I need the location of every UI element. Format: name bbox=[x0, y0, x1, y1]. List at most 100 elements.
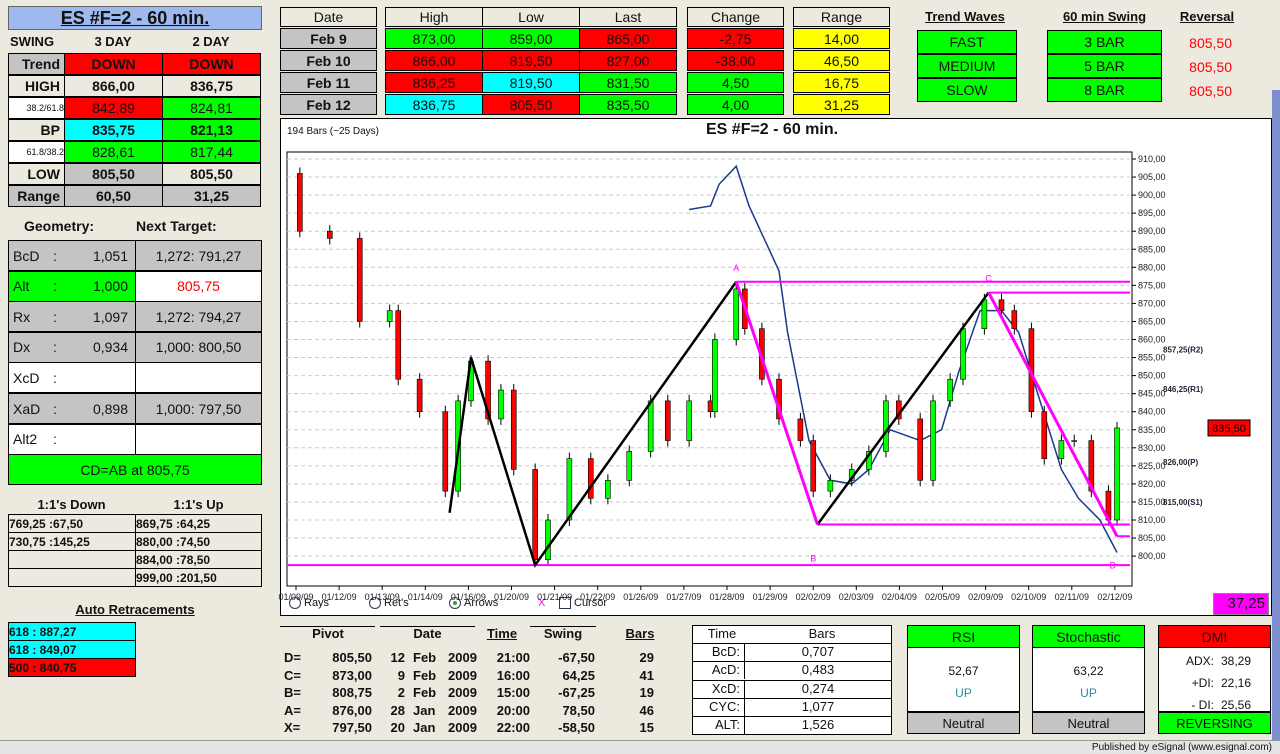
pivot-year: 2009 bbox=[448, 667, 477, 683]
price-date-cell: Feb 9 bbox=[280, 28, 377, 49]
swing-2day-value: 31,25 bbox=[162, 185, 261, 207]
header-change[interactable]: Change bbox=[687, 7, 784, 27]
swing-bar-item[interactable]: 5 BAR bbox=[1047, 54, 1162, 78]
candle bbox=[827, 479, 834, 492]
geometry-row-alt: Alt:1,000 bbox=[8, 270, 136, 302]
header-low[interactable]: Low bbox=[482, 7, 580, 27]
one-to-one-down-item: 769,25 :67,50 bbox=[8, 514, 136, 533]
pivot-swing: -58,50 bbox=[558, 720, 595, 735]
pivot-mark: C bbox=[985, 274, 992, 284]
abcd-leg-line bbox=[987, 291, 1119, 537]
cursor-option[interactable]: Cursor bbox=[559, 597, 639, 610]
rays-radio[interactable] bbox=[289, 597, 301, 610]
swing-row-label: Range bbox=[8, 185, 65, 207]
swing-row-label: LOW bbox=[8, 163, 65, 185]
geometry-target: 805,75 bbox=[135, 270, 262, 302]
x-marker[interactable]: X bbox=[538, 597, 546, 609]
col-2day-label: 2 DAY bbox=[192, 34, 230, 49]
next-target-label: Next Target: bbox=[136, 218, 217, 234]
y-tick-label: 800,00 bbox=[1138, 551, 1166, 561]
pivot-year: 2009 bbox=[448, 720, 477, 735]
time-bars-value: 0,707 bbox=[801, 644, 835, 659]
y-tick-label: 835,00 bbox=[1138, 425, 1166, 435]
stochastic-status: Neutral bbox=[1033, 711, 1144, 733]
geometry-target: 1,272: 794,27 bbox=[135, 301, 262, 333]
y-tick-label: 820,00 bbox=[1138, 479, 1166, 489]
pivot-bars: 15 bbox=[639, 720, 654, 735]
status-bar: Published by eSignal (www.esignal.com) bbox=[0, 740, 1280, 754]
swing-bar-item[interactable]: 8 BAR bbox=[1047, 78, 1162, 102]
floor-pivot-label: 815,00(S1) bbox=[1163, 498, 1203, 507]
trend-wave-item[interactable]: MEDIUM bbox=[917, 54, 1017, 78]
geometry-row-rx: Rx:1,097 bbox=[8, 301, 136, 333]
geometry-name: Dx bbox=[13, 339, 31, 356]
candle bbox=[605, 479, 611, 499]
cursor-label: Cursor bbox=[574, 597, 608, 609]
price-change-cell: -2,75 bbox=[687, 28, 784, 49]
swing-3day-value: 835,75 bbox=[64, 119, 163, 141]
60min-swing-label: 60 min Swing bbox=[1062, 9, 1147, 24]
candle bbox=[664, 400, 671, 441]
price-last-cell: 865,00 bbox=[579, 28, 677, 49]
pivot-row: X= 797,50 20 Jan 2009 22:00 -58,50 15 bbox=[280, 720, 690, 737]
price-range-cell: 16,75 bbox=[793, 72, 890, 93]
trend-wave-item[interactable]: SLOW bbox=[917, 78, 1017, 102]
rays-label: Rays bbox=[304, 597, 330, 609]
swing-3day-value: DOWN bbox=[64, 53, 163, 75]
price-last-cell: 835,50 bbox=[579, 94, 677, 115]
y-tick-label: 860,00 bbox=[1138, 335, 1166, 345]
pivot-month: Jan bbox=[413, 720, 436, 735]
pivot-time: 15:00 bbox=[496, 685, 530, 700]
rays-option[interactable]: Rays bbox=[289, 597, 359, 610]
reversal-value: 805,50 bbox=[1189, 35, 1232, 51]
candle bbox=[797, 418, 804, 441]
rets-option[interactable]: Ret's bbox=[369, 597, 439, 610]
swing-3day-value: 805,50 bbox=[64, 163, 163, 185]
arrows-option[interactable]: Arrows bbox=[449, 597, 529, 610]
price-date-cell: Feb 10 bbox=[280, 50, 377, 71]
cursor-checkbox[interactable] bbox=[559, 597, 571, 610]
price-change-cell: 4,00 bbox=[687, 94, 784, 115]
auto-retracements-label: Auto Retracements bbox=[75, 602, 195, 617]
swing-bar-item[interactable]: 3 BAR bbox=[1047, 30, 1162, 54]
header-last[interactable]: Last bbox=[579, 7, 677, 27]
x-tick-label: 02/05/09 bbox=[925, 592, 960, 602]
candle bbox=[416, 378, 423, 412]
pivot-name: A= bbox=[284, 702, 301, 718]
x-tick-label: 01/22/09 bbox=[580, 592, 615, 602]
y-tick-label: 830,00 bbox=[1138, 443, 1166, 453]
plot-area[interactable] bbox=[286, 151, 1133, 587]
swing-line bbox=[448, 281, 738, 568]
trend-wave-item[interactable]: FAST bbox=[917, 30, 1017, 54]
pivot-swing: 78,50 bbox=[562, 702, 595, 718]
candle bbox=[297, 173, 303, 232]
candle bbox=[930, 400, 936, 481]
rsi-panel: RSI 52,67 UP Neutral bbox=[907, 625, 1020, 734]
rsi-direction: UP bbox=[955, 686, 972, 700]
y-tick-label: 850,00 bbox=[1138, 371, 1166, 381]
geometry-name: Alt2 bbox=[13, 431, 38, 448]
indicator-line bbox=[689, 164, 1118, 553]
header-high[interactable]: High bbox=[385, 7, 483, 27]
candle bbox=[1041, 411, 1048, 459]
candle bbox=[981, 299, 988, 329]
candle bbox=[356, 238, 363, 322]
swing-2day-value: DOWN bbox=[162, 53, 261, 75]
dmi-adx-value: 38,29 bbox=[1221, 654, 1252, 668]
time-bars-value: 1,077 bbox=[801, 698, 835, 714]
pivot-header-1: Date bbox=[413, 626, 442, 641]
header-date[interactable]: Date bbox=[280, 7, 377, 27]
candle bbox=[866, 451, 872, 470]
swing-row-label: Trend bbox=[8, 53, 65, 75]
last-price-text: 835,50 bbox=[1212, 423, 1246, 435]
side-scrollbar[interactable] bbox=[1272, 90, 1280, 740]
y-tick-label: 855,00 bbox=[1138, 353, 1166, 363]
pivot-day: 9 bbox=[397, 667, 405, 683]
arrows-radio[interactable] bbox=[449, 597, 461, 610]
candle bbox=[960, 328, 966, 380]
header-range[interactable]: Range bbox=[793, 7, 890, 27]
rets-radio[interactable] bbox=[369, 597, 381, 610]
x-tick-label: 02/09/09 bbox=[968, 592, 1003, 602]
x-tick-label: 01/13/09 bbox=[365, 592, 400, 602]
bars-header: Bars bbox=[808, 626, 836, 641]
